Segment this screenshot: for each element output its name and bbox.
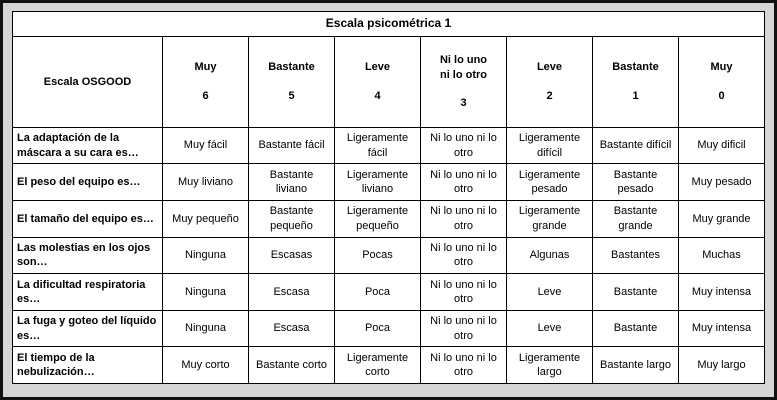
table-cell: Ni lo uno ni lo otro [420,236,507,275]
row-label: Las molestias en los ojos son… [12,236,163,275]
table-cell: Algunas [506,236,593,275]
column-header-value: 6 [202,90,209,103]
column-header-value: 2 [546,90,553,103]
table-cell: Bastante grande [592,199,679,238]
table-cell: Ni lo uno ni lo otro [420,126,507,165]
column-header-label: Leve [536,61,563,74]
table-cell: Ni lo uno ni lo otro [420,163,507,201]
table-cell: Ligeramente grande [506,199,593,238]
table-cell: Muy pequeño [162,199,249,238]
table-cell: Muy dificil [678,126,765,165]
table-row: La fuga y goteo del líquido es… Ninguna … [12,309,765,348]
column-header-2: Leve 2 [506,36,593,128]
row-label: El tiempo de la nebulización… [12,346,163,384]
column-header-value: 1 [632,90,639,103]
table-cell: Muy liviano [162,163,249,201]
column-header-label: Muy [194,61,217,74]
row-label: La dificultad respiratoria es… [12,273,163,311]
table-cell: Escasa [248,309,335,348]
table-cell: Bastante liviano [248,163,335,201]
column-header-1: Bastante 1 [592,36,679,128]
table-cell: Ligeramente pequeño [334,199,421,238]
table-cell: Ligeramente liviano [334,163,421,201]
column-header-4: Leve 4 [334,36,421,128]
table-row: La adaptación de la máscara a su cara es… [12,126,765,165]
table-cell: Muy grande [678,199,765,238]
table-cell: Escasas [248,236,335,275]
table-cell: Ligeramente difícil [506,126,593,165]
table-cell: Ni lo uno ni lo otro [420,199,507,238]
table-cell: Bastante pesado [592,163,679,201]
table-cell: Bastante [592,309,679,348]
table-row: El tamaño del equipo es… Muy pequeño Bas… [12,199,765,238]
table-cell: Ligeramente corto [334,346,421,384]
column-header-value: 0 [718,90,725,103]
table-cell: Ligeramente pesado [506,163,593,201]
osgood-table: Escala psicométrica 1 Escala OSGOOD Muy … [12,11,765,384]
table-header-row: Escala OSGOOD Muy 6 Bastante 5 Leve 4 Ni… [12,36,765,128]
corner-header: Escala OSGOOD [12,36,163,128]
row-label: La adaptación de la máscara a su cara es… [12,126,163,165]
table-cell: Ligeramente fácil [334,126,421,165]
table-cell: Bastantes [592,236,679,275]
column-header-label: Leve [364,61,391,74]
column-header-value: 3 [460,97,467,110]
table-cell: Bastante fácil [248,126,335,165]
table-cell: Leve [506,273,593,311]
table-cell: Poca [334,309,421,348]
table-cell: Ni lo uno ni lo otro [420,346,507,384]
table-row: El tiempo de la nebulización… Muy corto … [12,346,765,384]
table-title-row: Escala psicométrica 1 [12,11,765,37]
table-cell: Poca [334,273,421,311]
table-cell: Bastante [592,273,679,311]
column-header-label: Ni lo uno ni lo otro [439,54,488,81]
table-cell: Bastante pequeño [248,199,335,238]
column-header-value: 5 [288,90,295,103]
table-cell: Muy pesado [678,163,765,201]
table-title: Escala psicométrica 1 [12,11,765,37]
column-header-value: 4 [374,90,381,103]
column-header-label: Bastante [268,61,315,74]
table-cell: Bastante corto [248,346,335,384]
table-cell: Ninguna [162,236,249,275]
column-header-label: Bastante [612,61,659,74]
table-cell: Escasa [248,273,335,311]
table-row: La dificultad respiratoria es… Ninguna E… [12,273,765,311]
column-header-5: Bastante 5 [248,36,335,128]
table-cell: Leve [506,309,593,348]
table-cell: Muy intensa [678,273,765,311]
row-label: La fuga y goteo del líquido es… [12,309,163,348]
table-cell: Bastante difícil [592,126,679,165]
table-cell: Ninguna [162,309,249,348]
table-cell: Muy largo [678,346,765,384]
table-row: Las molestias en los ojos son… Ninguna E… [12,236,765,275]
table-cell: Pocas [334,236,421,275]
column-header-label: Muy [710,61,733,74]
table-cell: Muchas [678,236,765,275]
table-cell: Ninguna [162,273,249,311]
column-header-3: Ni lo uno ni lo otro 3 [420,36,507,128]
column-header-6: Muy 6 [162,36,249,128]
row-label: El peso del equipo es… [12,163,163,201]
table-cell: Ni lo uno ni lo otro [420,273,507,311]
table-cell: Ligeramente largo [506,346,593,384]
table-row: El peso del equipo es… Muy liviano Basta… [12,163,765,201]
table-cell: Ni lo uno ni lo otro [420,309,507,348]
table-cell: Bastante largo [592,346,679,384]
table-cell: Muy intensa [678,309,765,348]
column-header-0: Muy 0 [678,36,765,128]
table-cell: Muy corto [162,346,249,384]
row-label: El tamaño del equipo es… [12,199,163,238]
table-cell: Muy fácil [162,126,249,165]
